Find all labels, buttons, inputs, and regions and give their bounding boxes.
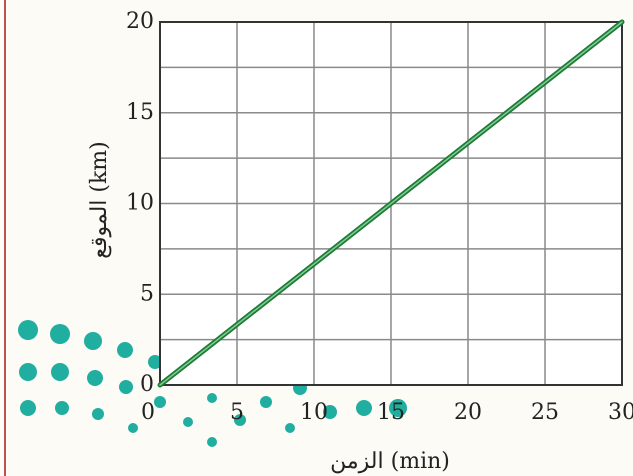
decor-dot	[285, 423, 295, 433]
decor-dot	[92, 408, 104, 420]
data-line-highlight	[159, 21, 623, 386]
x-tick-label: 5	[230, 400, 244, 425]
decor-dot	[87, 370, 103, 386]
y-tick-label: 10	[126, 191, 154, 216]
decor-dot	[323, 405, 337, 419]
decor-dot	[356, 400, 372, 416]
decor-dot	[389, 399, 407, 417]
x-tick-label: 20	[454, 400, 482, 425]
x-tick-label: 0	[141, 400, 155, 425]
decor-dot	[154, 396, 166, 408]
x-tick-label: 15	[377, 400, 405, 425]
decor-dot	[119, 380, 133, 394]
y-axis-label: الموقع (km)	[87, 141, 112, 258]
decor-dot	[51, 363, 69, 381]
decor-dot	[84, 332, 102, 350]
decor-dot	[260, 396, 272, 408]
x-tick-label: 25	[531, 400, 559, 425]
decor-dot	[207, 437, 217, 447]
x-tick-label: 10	[300, 400, 328, 425]
plot-area	[157, 19, 625, 388]
decor-dot	[117, 342, 133, 358]
decor-dot	[234, 414, 246, 426]
x-tick-label: 30	[608, 400, 633, 425]
y-tick-label: 0	[140, 372, 154, 397]
decor-dot	[128, 423, 138, 433]
decor-dot	[19, 363, 37, 381]
decor-dot	[55, 401, 69, 415]
decor-dot	[148, 355, 162, 369]
plot-frame	[159, 21, 623, 386]
decor-dot	[207, 393, 217, 403]
x-axis-label: الزمن (min)	[330, 449, 450, 474]
decor-dot	[20, 400, 36, 416]
y-tick-label: 20	[126, 9, 154, 34]
decor-dot	[18, 320, 38, 340]
decor-dot	[183, 417, 193, 427]
y-tick-label: 15	[126, 100, 154, 125]
y-tick-label: 5	[140, 281, 154, 306]
decor-dot	[50, 324, 70, 344]
